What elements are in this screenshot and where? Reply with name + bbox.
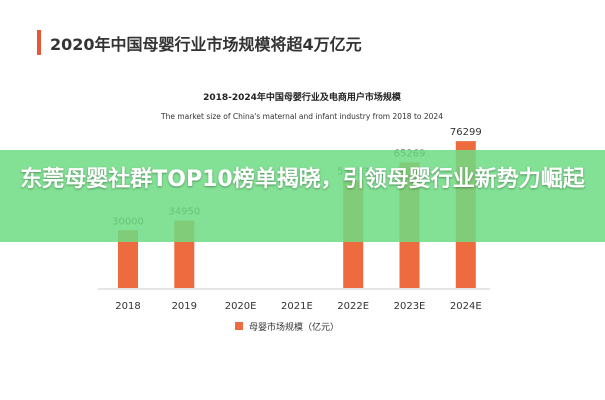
- chart-title: 2018-2024年中国母婴行业及电商用户市场规模: [203, 91, 402, 103]
- x-tick-label: 2019: [172, 301, 197, 312]
- x-tick-label: 2022E: [337, 301, 369, 312]
- page-title: 2020年中国母婴行业市场规模将超4万亿元: [50, 35, 362, 54]
- data-label: 76299: [450, 127, 482, 138]
- bar: [118, 230, 138, 288]
- chart-subtitle: The market size of China's maternal and …: [160, 112, 443, 121]
- x-tick-label: 2023E: [394, 301, 426, 312]
- legend-swatch: [235, 322, 243, 330]
- x-tick-label: 2024E: [450, 301, 482, 312]
- x-tick-label: 2020E: [225, 301, 257, 312]
- headline-text: 东莞母婴社群TOP10榜单揭晓，引领母婴行业新势力崛起: [20, 167, 585, 192]
- title-accent-bar: [37, 30, 41, 55]
- headline-banner: [0, 150, 605, 242]
- x-tick-label: 2021E: [281, 301, 313, 312]
- legend-label: 母婴市场规模（亿元）: [249, 321, 339, 333]
- x-tick-label: 2018: [115, 301, 140, 312]
